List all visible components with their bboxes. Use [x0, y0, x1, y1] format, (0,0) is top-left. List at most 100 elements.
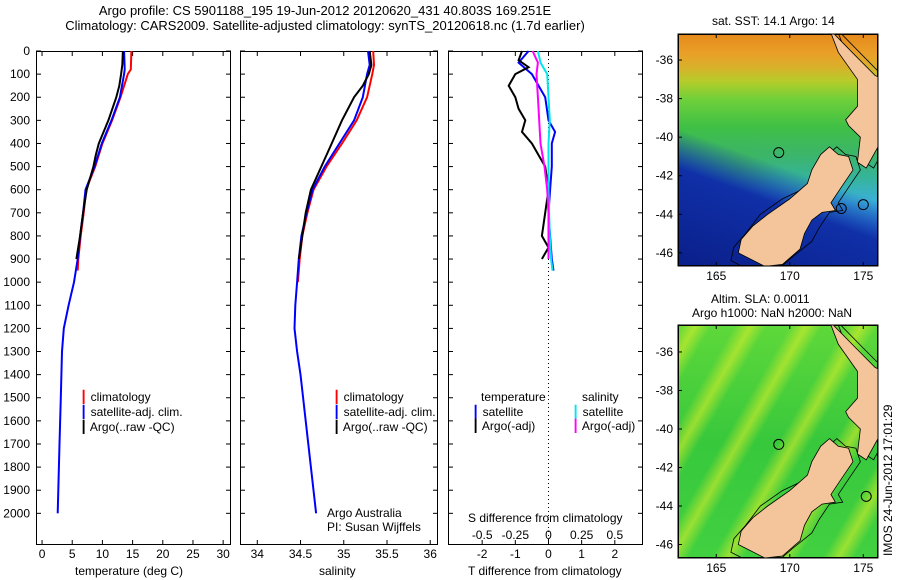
series-climatology [76, 50, 133, 271]
argo-location-marker [860, 490, 872, 502]
sla-map-title: Altim. SLA: 0.0011 [711, 292, 810, 306]
x-tick-label: 34.5 [289, 547, 313, 561]
s-tick-label: -0.25 [502, 528, 530, 542]
s-axis-label: S difference from climatology [468, 511, 623, 525]
x-tick-label: 1 [578, 547, 585, 561]
legend-argo: Argo(..raw -QC) [89, 420, 175, 434]
y-tick-label: 900 [10, 252, 30, 266]
series-argo-raw-qc- [75, 50, 124, 260]
y-tick-label: 1300 [3, 345, 30, 359]
argo-location-marker [857, 199, 869, 211]
series-s-argo-adj- [531, 50, 550, 259]
lat-tick-label: -44 [656, 499, 674, 513]
lon-tick-label: 175 [853, 561, 873, 575]
land-new-zealand [737, 438, 854, 558]
y-tick-label: 400 [10, 136, 30, 150]
y-tick-label: 1400 [3, 368, 30, 382]
map-content [730, 34, 878, 266]
sst-map-title: sat. SST: 14.1 Argo: 14 [712, 14, 835, 28]
salinity-x-label: salinity [319, 564, 356, 578]
title-line-2: Climatology: CARS2009. Satellite-adjuste… [65, 18, 585, 33]
legend-temperature-header: temperature [481, 390, 546, 404]
legend-s-satellite: satellite [582, 405, 624, 419]
y-tick-label: 200 [10, 90, 30, 104]
legend-climatology: climatology [90, 390, 151, 404]
x-tick-label: 36 [424, 547, 438, 561]
x-tick-label: 20 [156, 547, 170, 561]
y-tick-label: 600 [10, 183, 30, 197]
x-tick-label: 5 [69, 547, 76, 561]
s-tick-label: 0.25 [570, 528, 594, 542]
x-tick-label: -2 [477, 547, 488, 561]
x-tick-label: -1 [510, 547, 521, 561]
y-tick-label: 1100 [4, 298, 30, 312]
s-tick-label: -0.5 [472, 528, 493, 542]
series-satellite-adj-clim- [293, 50, 371, 514]
argo-location-marker [835, 203, 847, 215]
legend-satellite: satellite-adj. clim. [343, 405, 436, 419]
series-argo-raw-qc- [297, 50, 373, 260]
lat-tick-label: -40 [656, 422, 674, 436]
x-tick-label: 34 [251, 547, 265, 561]
legend-argo: Argo(..raw -QC) [342, 420, 428, 434]
x-tick-label: 25 [186, 547, 200, 561]
annotation-pi: PI: Susan Wijffels [327, 520, 421, 534]
map-content [730, 325, 878, 558]
series-t-argo-adj- [507, 50, 550, 260]
s-tick-label: 0.5 [606, 528, 623, 542]
annotation-argo-australia: Argo Australia [327, 506, 402, 520]
land-new-zealand [830, 34, 878, 169]
y-tick-label: 300 [10, 113, 30, 127]
x-tick-label: 0 [545, 547, 552, 561]
lat-tick-label: -42 [656, 460, 674, 474]
legend-t-argo: Argo(-adj) [481, 419, 536, 433]
y-tick-label: 1500 [3, 391, 30, 405]
salinity-plot [240, 51, 438, 545]
argo-location-marker [773, 147, 785, 159]
x-tick-label: 30 [216, 547, 230, 561]
y-tick-label: 1200 [3, 321, 30, 335]
legend-climatology: climatology [343, 390, 404, 404]
y-tick-label: 700 [10, 206, 30, 220]
t-diff-x-label: T difference from climatology [468, 564, 622, 578]
lat-tick-label: -38 [656, 383, 674, 397]
lat-tick-label: -46 [656, 246, 674, 260]
x-tick-label: 15 [126, 547, 140, 561]
lon-tick-label: 165 [706, 561, 726, 575]
sla-map-subtitle: Argo h1000: NaN h2000: NaN [692, 306, 853, 320]
x-tick-label: 0 [39, 547, 46, 561]
land-new-zealand [737, 146, 854, 266]
x-tick-label: 35.5 [375, 547, 399, 561]
temperature-x-label: temperature (deg C) [75, 564, 184, 578]
lat-tick-label: -46 [656, 538, 674, 552]
legend-satellite: satellite-adj. clim. [90, 405, 183, 419]
argo-location-marker [773, 438, 785, 450]
y-tick-label: 0 [23, 44, 30, 58]
y-tick-label: 1000 [3, 275, 30, 289]
lat-tick-label: -40 [656, 130, 674, 144]
lat-tick-label: -36 [656, 53, 674, 67]
lon-tick-label: 175 [853, 269, 873, 283]
legend-s-argo: Argo(-adj) [581, 419, 636, 433]
y-tick-label: 100 [10, 67, 30, 81]
x-tick-label: 2 [611, 547, 618, 561]
lon-tick-label: 170 [780, 561, 800, 575]
series-satellite-adj-clim- [56, 50, 126, 514]
map-frame [677, 324, 879, 559]
lat-tick-label: -42 [656, 169, 674, 183]
y-tick-label: 500 [10, 160, 30, 174]
y-tick-label: 1800 [3, 460, 30, 474]
x-tick-label: 35 [337, 547, 351, 561]
legend-t-satellite: satellite [482, 405, 524, 419]
x-tick-label: 10 [96, 547, 110, 561]
y-tick-label: 1900 [3, 483, 30, 497]
title-line-1: Argo profile: CS 5901188_195 19-Jun-2012… [98, 3, 552, 18]
s-tick-label: 0 [545, 528, 552, 542]
lat-tick-label: -36 [656, 345, 674, 359]
difference-plot [448, 51, 643, 545]
y-tick-label: 1600 [3, 414, 30, 428]
lat-tick-label: -38 [656, 92, 674, 106]
temperature-plot [36, 51, 231, 545]
land-new-zealand [830, 325, 878, 461]
